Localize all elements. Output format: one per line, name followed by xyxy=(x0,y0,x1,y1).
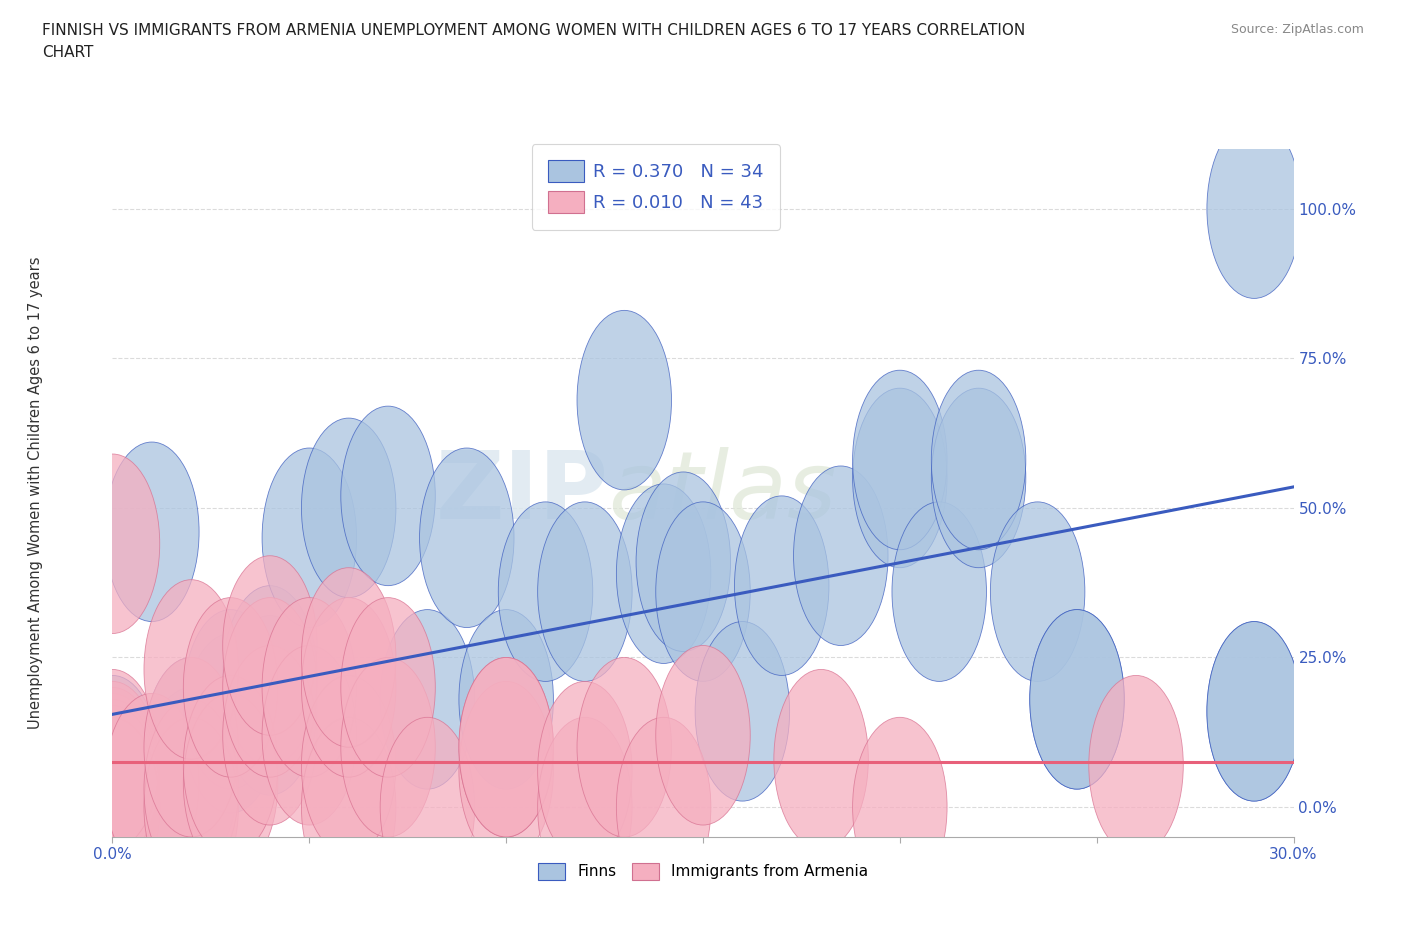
Ellipse shape xyxy=(65,670,160,849)
Ellipse shape xyxy=(576,311,672,490)
Ellipse shape xyxy=(301,675,396,855)
Ellipse shape xyxy=(143,687,239,867)
Ellipse shape xyxy=(458,658,554,837)
Ellipse shape xyxy=(576,658,672,837)
Ellipse shape xyxy=(852,388,948,567)
Ellipse shape xyxy=(143,579,239,759)
Ellipse shape xyxy=(65,717,160,897)
Ellipse shape xyxy=(65,454,160,633)
Ellipse shape xyxy=(65,687,160,867)
Text: ZIP: ZIP xyxy=(436,447,609,538)
Ellipse shape xyxy=(65,717,160,897)
Ellipse shape xyxy=(104,442,200,621)
Ellipse shape xyxy=(636,472,731,652)
Ellipse shape xyxy=(793,466,889,645)
Ellipse shape xyxy=(301,567,396,747)
Ellipse shape xyxy=(419,448,515,628)
Ellipse shape xyxy=(65,717,160,897)
Text: FINNISH VS IMMIGRANTS FROM ARMENIA UNEMPLOYMENT AMONG WOMEN WITH CHILDREN AGES 6: FINNISH VS IMMIGRANTS FROM ARMENIA UNEMP… xyxy=(42,23,1025,38)
Ellipse shape xyxy=(990,502,1085,682)
Ellipse shape xyxy=(65,717,160,897)
Ellipse shape xyxy=(143,699,239,879)
Ellipse shape xyxy=(852,370,948,550)
Ellipse shape xyxy=(655,645,751,825)
Ellipse shape xyxy=(852,717,948,897)
Ellipse shape xyxy=(183,633,278,813)
Ellipse shape xyxy=(537,682,633,861)
Ellipse shape xyxy=(104,694,200,873)
Ellipse shape xyxy=(1029,609,1125,790)
Ellipse shape xyxy=(340,598,436,777)
Ellipse shape xyxy=(537,502,633,682)
Ellipse shape xyxy=(262,448,357,628)
Ellipse shape xyxy=(301,598,396,777)
Ellipse shape xyxy=(222,616,318,795)
Ellipse shape xyxy=(340,406,436,586)
Ellipse shape xyxy=(616,484,711,663)
Ellipse shape xyxy=(65,675,160,855)
Text: atlas: atlas xyxy=(609,447,837,538)
Legend: Finns, Immigrants from Armenia: Finns, Immigrants from Armenia xyxy=(530,855,876,888)
Ellipse shape xyxy=(222,556,318,736)
Ellipse shape xyxy=(458,609,554,790)
Ellipse shape xyxy=(262,645,357,825)
Ellipse shape xyxy=(222,645,318,825)
Ellipse shape xyxy=(1088,675,1184,855)
Text: Source: ZipAtlas.com: Source: ZipAtlas.com xyxy=(1230,23,1364,36)
Ellipse shape xyxy=(498,502,593,682)
Ellipse shape xyxy=(773,670,869,849)
Ellipse shape xyxy=(183,598,278,777)
Ellipse shape xyxy=(340,658,436,837)
Ellipse shape xyxy=(655,502,751,682)
Ellipse shape xyxy=(143,717,239,897)
Ellipse shape xyxy=(931,370,1026,550)
Ellipse shape xyxy=(1206,621,1302,801)
Ellipse shape xyxy=(65,699,160,879)
Ellipse shape xyxy=(380,609,475,790)
Ellipse shape xyxy=(458,658,554,837)
Ellipse shape xyxy=(143,658,239,837)
Ellipse shape xyxy=(65,705,160,884)
Ellipse shape xyxy=(301,717,396,897)
Ellipse shape xyxy=(183,675,278,855)
Ellipse shape xyxy=(65,682,160,861)
Ellipse shape xyxy=(183,694,278,873)
Ellipse shape xyxy=(616,717,711,897)
Ellipse shape xyxy=(891,502,987,682)
Ellipse shape xyxy=(222,586,318,765)
Ellipse shape xyxy=(262,598,357,777)
Ellipse shape xyxy=(222,598,318,777)
Ellipse shape xyxy=(931,388,1026,567)
Ellipse shape xyxy=(183,609,278,790)
Ellipse shape xyxy=(65,717,160,897)
Text: Unemployment Among Women with Children Ages 6 to 17 years: Unemployment Among Women with Children A… xyxy=(28,257,42,729)
Ellipse shape xyxy=(734,496,830,675)
Ellipse shape xyxy=(1206,119,1302,299)
Text: CHART: CHART xyxy=(42,45,94,60)
Ellipse shape xyxy=(143,658,239,837)
Ellipse shape xyxy=(1029,609,1125,790)
Ellipse shape xyxy=(537,717,633,897)
Ellipse shape xyxy=(380,717,475,897)
Ellipse shape xyxy=(65,694,160,873)
Ellipse shape xyxy=(458,682,554,861)
Ellipse shape xyxy=(301,418,396,598)
Ellipse shape xyxy=(695,621,790,801)
Ellipse shape xyxy=(1206,621,1302,801)
